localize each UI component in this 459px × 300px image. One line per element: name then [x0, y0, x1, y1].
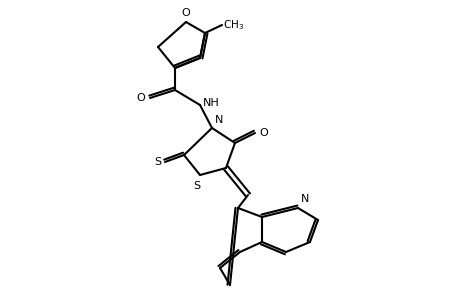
- Text: N: N: [214, 115, 223, 125]
- Text: O: O: [258, 128, 267, 138]
- Text: O: O: [181, 8, 190, 18]
- Text: CH$_3$: CH$_3$: [223, 18, 244, 32]
- Text: O: O: [136, 93, 145, 103]
- Text: S: S: [154, 157, 161, 167]
- Text: NH: NH: [202, 98, 219, 108]
- Text: N: N: [300, 194, 309, 204]
- Text: S: S: [193, 181, 200, 191]
